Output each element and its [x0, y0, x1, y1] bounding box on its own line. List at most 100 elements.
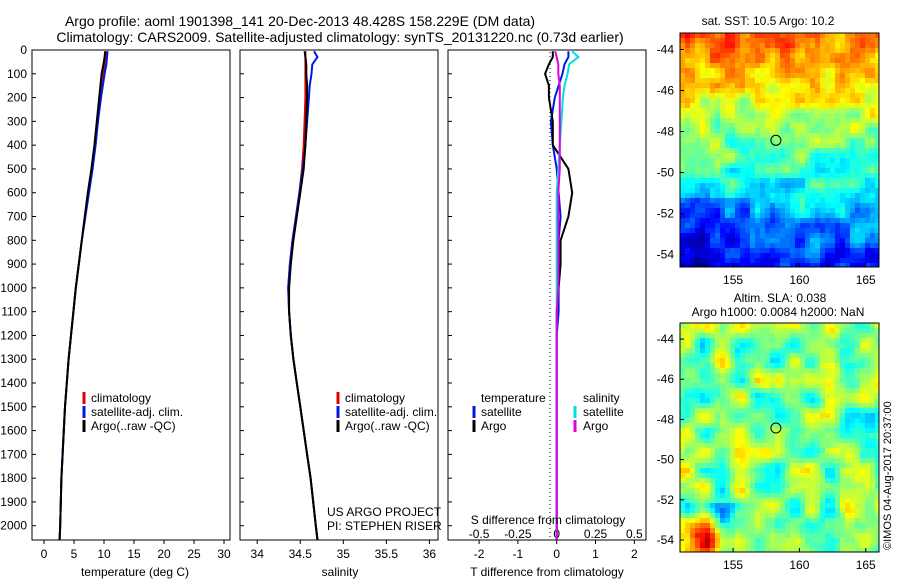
map-cell: [800, 423, 806, 429]
map-cell: [790, 228, 796, 234]
map-cell: [860, 123, 866, 129]
map-cell: [810, 473, 816, 479]
map-cell: [875, 183, 879, 189]
t-difference-axis-label: T difference from climatology: [470, 565, 624, 579]
map-cell: [830, 498, 836, 504]
map-cell: [865, 338, 871, 344]
map-cell: [845, 438, 851, 444]
map-cell: [710, 333, 716, 339]
map-cell: [735, 493, 741, 499]
map-cell: [875, 173, 879, 179]
map-cell: [715, 363, 721, 369]
map-cell: [760, 408, 766, 414]
map-cell: [740, 78, 746, 84]
map-cell: [790, 483, 796, 489]
map-cell: [835, 498, 841, 504]
map-cell: [695, 403, 701, 409]
map-cell: [850, 113, 856, 119]
map-cell: [730, 488, 736, 494]
map-cell: [680, 548, 686, 552]
map-cell: [780, 383, 786, 389]
map-cell: [835, 118, 841, 124]
map-cell: [845, 533, 851, 539]
map-cell: [830, 368, 836, 374]
map-cell: [850, 508, 856, 514]
map-cell: [870, 423, 876, 429]
map-cell: [740, 178, 746, 184]
map-cell: [830, 393, 836, 399]
map-cell: [845, 423, 851, 429]
map-cell: [745, 178, 751, 184]
map-cell: [690, 148, 696, 154]
map-cell: [850, 203, 856, 209]
map-cell: [705, 433, 711, 439]
map-cell: [680, 438, 686, 444]
map-cell: [840, 398, 846, 404]
map-cell: [695, 543, 701, 549]
map-cell: [765, 43, 771, 49]
map-cell: [810, 433, 816, 439]
map-cell: [795, 253, 801, 259]
map-cell: [715, 108, 721, 114]
map-cell: [690, 253, 696, 259]
map-cell: [860, 343, 866, 349]
map-cell: [735, 203, 741, 209]
x-tick-label: 10: [97, 547, 111, 561]
map-cell: [770, 203, 776, 209]
map-cell: [860, 193, 866, 199]
map-cell: [870, 413, 876, 419]
map-cell: [730, 348, 736, 354]
map-cell: [700, 348, 706, 354]
map-cell: [780, 403, 786, 409]
map-cell: [705, 163, 711, 169]
map-cell: [840, 488, 846, 494]
map-cell: [700, 58, 706, 64]
map-cell: [775, 328, 781, 334]
map-cell: [750, 453, 756, 459]
map-cell: [735, 113, 741, 119]
map-cell: [690, 428, 696, 434]
map-cell: [705, 438, 711, 444]
map-cell: [730, 188, 736, 194]
map-cell: [715, 478, 721, 484]
map-cell: [780, 218, 786, 224]
map-cell: [815, 63, 821, 69]
map-cell: [790, 68, 796, 74]
map-cell: [685, 68, 691, 74]
map-cell: [765, 73, 771, 79]
map-cell: [785, 408, 791, 414]
temperature-axis-label: temperature (deg C): [81, 565, 189, 579]
map-cell: [740, 508, 746, 514]
map-cell: [830, 118, 836, 124]
map-cell: [755, 248, 761, 254]
depth-tick-label: 700: [7, 210, 27, 224]
map-cell: [690, 528, 696, 534]
map-cell: [785, 88, 791, 94]
map-cell: [720, 473, 726, 479]
map-cell: [700, 163, 706, 169]
map-cell: [775, 333, 781, 339]
map-cell: [840, 508, 846, 514]
map-cell: [685, 73, 691, 79]
map-cell: [815, 128, 821, 134]
map-cell: [840, 383, 846, 389]
map-cell: [705, 538, 711, 544]
map-cell: [765, 113, 771, 119]
map-cell: [865, 138, 871, 144]
map-cell: [850, 38, 856, 44]
map-cell: [710, 538, 716, 544]
map-cell: [720, 153, 726, 159]
map-cell: [700, 368, 706, 374]
map-cell: [840, 483, 846, 489]
map-cell: [830, 88, 836, 94]
map-cell: [695, 433, 701, 439]
map-cell: [735, 338, 741, 344]
map-cell: [750, 348, 756, 354]
map-cell: [770, 438, 776, 444]
map-cell: [820, 403, 826, 409]
map-cell: [785, 483, 791, 489]
map-cell: [690, 38, 696, 44]
map-cell: [845, 173, 851, 179]
map-cell: [695, 63, 701, 69]
map-cell: [730, 213, 736, 219]
